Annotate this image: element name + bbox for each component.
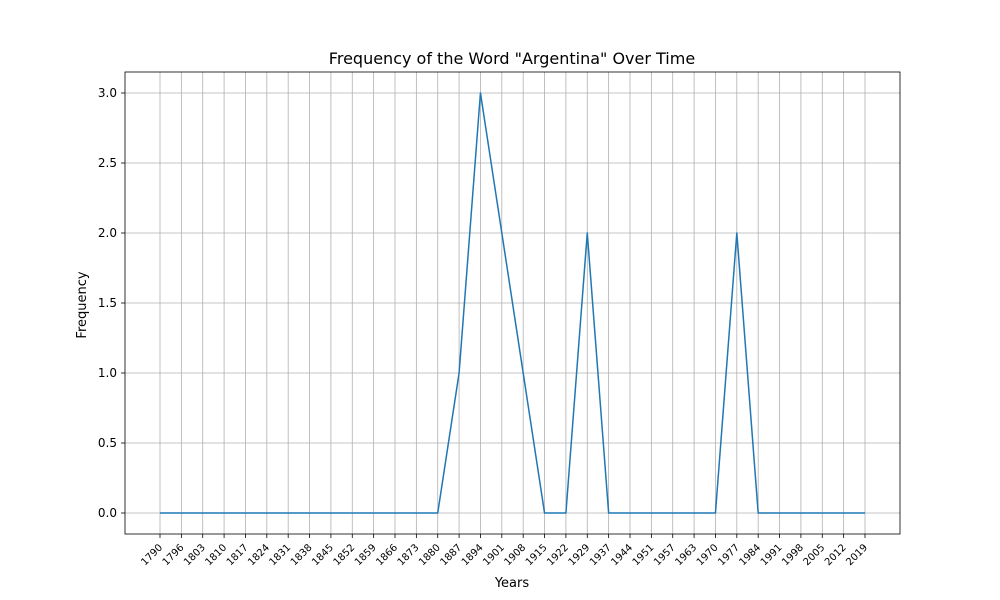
y-tick-label: 2.0 xyxy=(98,226,117,240)
y-tick-label: 0.0 xyxy=(98,506,117,520)
y-tick-label: 3.0 xyxy=(98,86,117,100)
chart-title: Frequency of the Word "Argentina" Over T… xyxy=(329,49,695,68)
y-tick-label: 2.5 xyxy=(98,156,117,170)
y-tick-label: 1.5 xyxy=(98,296,117,310)
y-tick-label: 0.5 xyxy=(98,436,117,450)
y-axis: 0.0 0.5 1.0 1.5 2.0 2.5 3.0 xyxy=(98,86,125,520)
y-tick-label: 1.0 xyxy=(98,366,117,380)
grid xyxy=(125,72,900,534)
series-layer xyxy=(160,92,865,514)
x-axis-label: Years xyxy=(494,576,530,591)
series-line xyxy=(160,92,865,514)
y-axis-label: Frequency xyxy=(75,271,90,338)
